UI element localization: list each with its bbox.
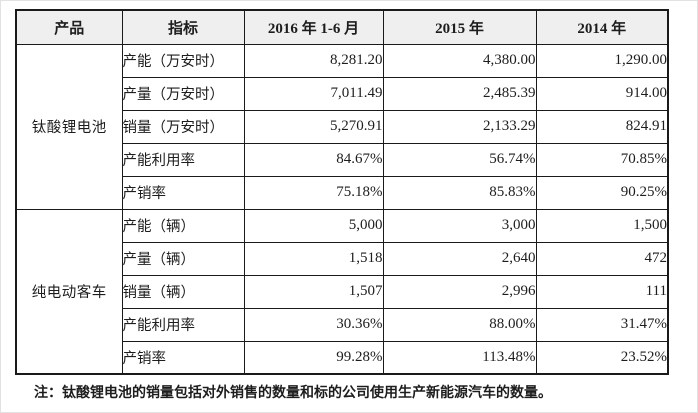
table-row: 产销率 75.18% 85.83% 90.25%	[16, 175, 669, 210]
value-2015: 3,000	[382, 208, 537, 243]
value-2016: 5,270.91	[243, 109, 384, 144]
value-2016: 99.28%	[243, 340, 384, 375]
value-2015: 113.48%	[382, 340, 537, 375]
col-header-2016h1: 2016 年 1-6 月	[243, 9, 384, 45]
col-header-product: 产品	[15, 9, 123, 45]
value-2015: 2,485.39	[382, 76, 537, 111]
indicator-label: 产销率	[121, 175, 245, 210]
value-2014: 31.47%	[535, 307, 669, 342]
table-row: 产量（辆） 1,518 2,640 472	[16, 241, 669, 276]
value-2015: 4,380.00	[382, 43, 537, 78]
value-2014: 1,500	[535, 208, 669, 243]
value-2014: 824.91	[535, 109, 669, 144]
header-row: 产品 指标 2016 年 1-6 月 2015 年 2014 年	[15, 9, 669, 45]
value-2016: 5,000	[243, 208, 384, 243]
indicator-label: 销量（辆）	[121, 274, 245, 309]
value-2016: 8,281.20	[243, 43, 384, 78]
indicator-label: 产量（辆）	[121, 241, 245, 276]
value-2015: 2,640	[382, 241, 537, 276]
table-row: 钛酸锂电池 产能（万安时） 8,281.20 4,380.00 1,290.00	[15, 43, 669, 210]
value-2016: 75.18%	[243, 175, 384, 210]
value-2015: 85.83%	[382, 175, 537, 210]
value-2014: 1,290.00	[535, 43, 669, 78]
value-2016: 1,518	[243, 241, 384, 276]
col-header-indicator: 指标	[121, 9, 245, 45]
value-2016: 1,507	[243, 274, 384, 309]
table-row: 销量（辆） 1,507 2,996 111	[16, 274, 669, 309]
product-cell-battery: 钛酸锂电池	[15, 43, 123, 210]
value-2015: 56.74%	[382, 142, 537, 177]
table-row: 产销率 99.28% 113.48% 23.52%	[16, 340, 669, 375]
table-row: 产量（万安时） 7,011.49 2,485.39 914.00	[16, 76, 669, 111]
value-2014: 472	[535, 241, 669, 276]
table-row: 纯电动客车 产能（辆） 5,000 3,000 1,500	[15, 208, 669, 375]
value-2014: 111	[535, 274, 669, 309]
production-sales-table: 产品 指标 2016 年 1-6 月 2015 年 2014 年 钛酸锂电池 产…	[15, 9, 669, 375]
indicator-label: 产能（万安时）	[121, 43, 245, 78]
value-2014: 23.52%	[535, 340, 669, 375]
value-2016: 84.67%	[243, 142, 384, 177]
value-2016: 7,011.49	[243, 76, 384, 111]
indicator-label: 产能利用率	[121, 142, 245, 177]
indicator-label: 销量（万安时）	[121, 109, 245, 144]
col-header-2015: 2015 年	[382, 9, 537, 45]
footnote: 注：钛酸锂电池的销量包括对外销售的数量和标的公司使用生产新能源汽车的数量。	[34, 386, 552, 401]
value-2015: 88.00%	[382, 307, 537, 342]
col-header-2014: 2014 年	[535, 9, 669, 45]
value-2014: 70.85%	[535, 142, 669, 177]
value-2014: 914.00	[535, 76, 669, 111]
table-row: 产能利用率 84.67% 56.74% 70.85%	[16, 142, 669, 177]
value-2014: 90.25%	[535, 175, 669, 210]
indicator-label: 产销率	[121, 340, 245, 375]
value-2016: 30.36%	[243, 307, 384, 342]
indicator-label: 产量（万安时）	[121, 76, 245, 111]
value-2015: 2,996	[382, 274, 537, 309]
product-cell-bus: 纯电动客车	[15, 208, 123, 375]
table-row: 销量（万安时） 5,270.91 2,133.29 824.91	[16, 109, 669, 144]
table-row: 产能利用率 30.36% 88.00% 31.47%	[16, 307, 669, 342]
indicator-label: 产能（辆）	[121, 208, 245, 243]
value-2015: 2,133.29	[382, 109, 537, 144]
indicator-label: 产能利用率	[121, 307, 245, 342]
